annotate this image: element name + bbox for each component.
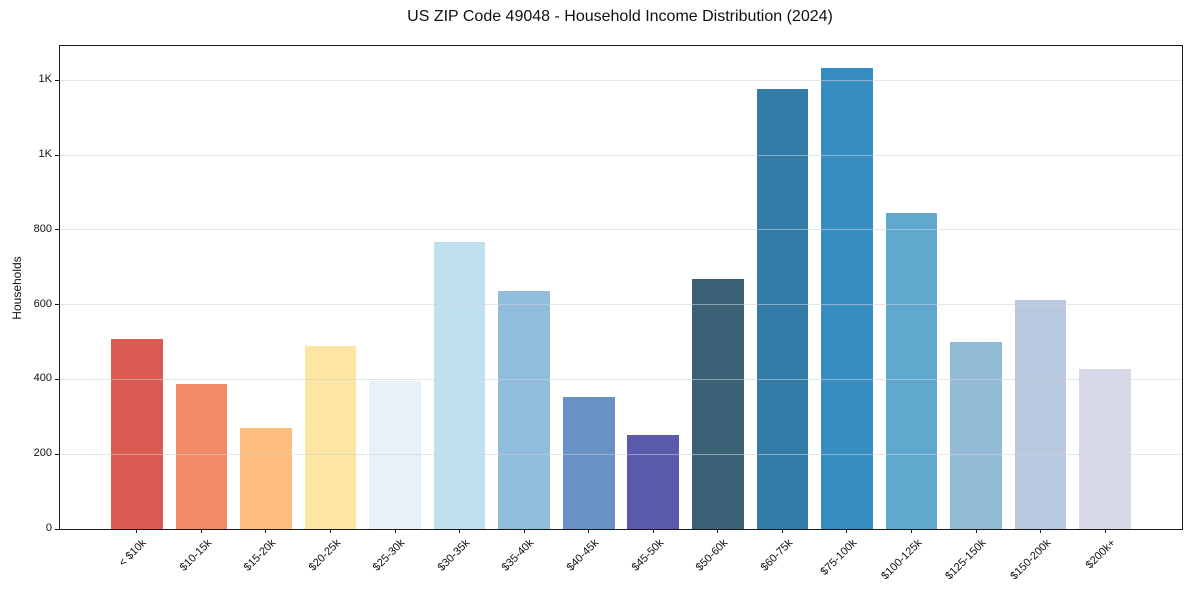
x-tick-mark [523, 529, 525, 533]
bar-25-30k [369, 381, 421, 529]
y-tick-label: 200 [33, 447, 52, 460]
bar-10k [111, 339, 163, 529]
bar-45-50k [627, 434, 680, 529]
x-tick-label: < $10k [117, 537, 150, 570]
gridline [60, 304, 1182, 306]
x-tick-label: $15-20k [241, 537, 279, 574]
y-axis-label: Households [10, 255, 24, 320]
x-tick-mark [200, 529, 202, 533]
y-tick-label: 800 [33, 222, 52, 235]
x-tick-label: $35-40k [500, 537, 537, 574]
x-tick-label: $150-200k [1007, 537, 1054, 583]
chart-title: US ZIP Code 49048 - Household Income Dis… [407, 8, 833, 25]
x-tick-mark [911, 529, 912, 533]
y-tick-mark [55, 229, 59, 231]
x-tick-mark [717, 529, 719, 533]
x-tick-mark [459, 529, 461, 533]
x-tick-mark [588, 529, 590, 533]
y-tick-mark [55, 79, 59, 81]
x-tick-label: $30-35k [435, 537, 473, 574]
y-tick-mark [55, 378, 59, 380]
x-tick-mark [781, 529, 783, 533]
bar-50-60k [692, 278, 744, 529]
x-tick-mark [1040, 529, 1042, 533]
bar-15-20k [240, 428, 292, 529]
gridline [60, 378, 1182, 380]
bar-100-125k [885, 213, 938, 529]
bar-60-75k [756, 88, 809, 529]
x-tick-mark [136, 529, 138, 533]
y-tick-label: 1K [38, 73, 52, 86]
x-tick-mark [265, 529, 267, 533]
bar-75-100k [821, 68, 873, 529]
y-tick-label: 1K [38, 148, 52, 161]
x-tick-mark [652, 529, 654, 533]
bar-30-35k [433, 242, 486, 529]
x-tick-mark [394, 529, 396, 533]
x-tick-label: $75-100k [818, 537, 860, 578]
y-tick-label: 600 [33, 297, 52, 310]
bar-200k+ [1079, 369, 1131, 529]
x-tick-label: $45-50k [629, 537, 666, 574]
x-tick-mark [975, 529, 977, 533]
y-tick-label: 400 [33, 372, 52, 385]
bar-125-150k [950, 342, 1002, 529]
gridline [60, 453, 1182, 455]
plot-area: Households 0 200 400 600 800 1K 1K < $10k $10-1… [10, 45, 1183, 582]
x-tick-mark [329, 529, 331, 533]
x-tick-label: $125-150k [943, 537, 989, 583]
x-tick-label: $60-75k [758, 537, 795, 574]
y-tick-mark [55, 304, 59, 306]
x-tick-label: $40-45k [564, 537, 602, 574]
gridline [60, 154, 1182, 156]
gridline [60, 79, 1182, 81]
y-tick-mark [55, 528, 59, 530]
x-tick-label: $50-60k [693, 537, 731, 574]
gridline [60, 229, 1182, 231]
x-tick-mark [846, 529, 848, 533]
x-tick-label: $100-125k [878, 537, 925, 583]
bar-40-45k [562, 397, 615, 529]
bar-35-40k [498, 291, 550, 529]
bar-20-25k [304, 345, 357, 529]
bar-10-15k [175, 384, 228, 529]
x-tick-label: $20-25k [306, 537, 343, 574]
y-tick-mark [55, 453, 59, 455]
x-tick-label: $25-30k [370, 537, 408, 574]
y-tick-mark [55, 154, 59, 156]
x-tick-label: $10-15k [177, 537, 214, 574]
x-tick-label: $200k+ [1083, 537, 1118, 572]
x-tick-mark [1104, 529, 1106, 533]
y-tick-label: 0 [45, 522, 52, 534]
bar-150-200k [1014, 300, 1067, 529]
